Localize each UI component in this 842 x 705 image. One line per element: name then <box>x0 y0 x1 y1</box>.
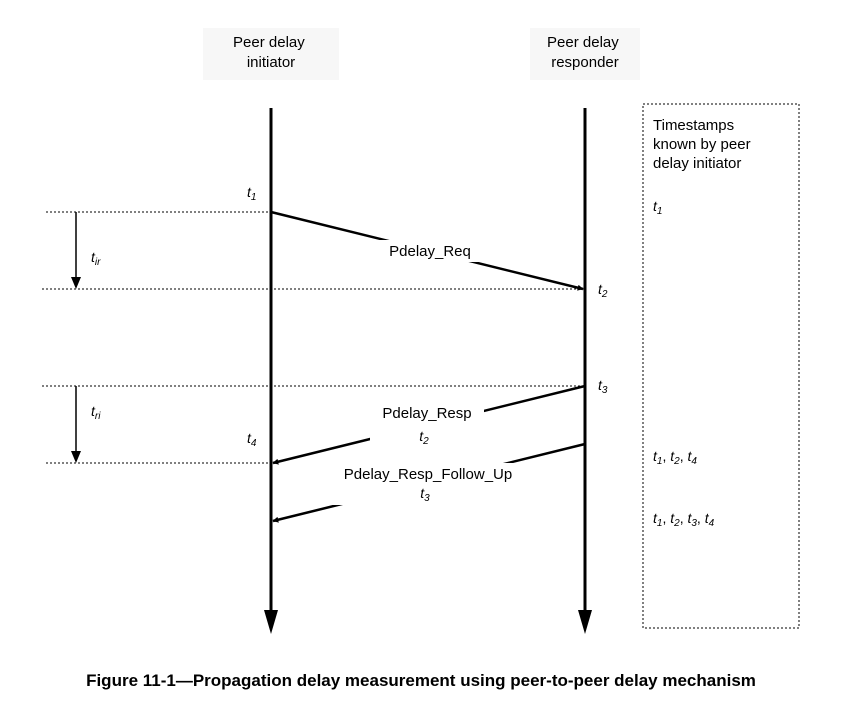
box-title-line-1: Timestamps <box>653 117 734 134</box>
follow-up-timestamp: t3 <box>420 485 430 504</box>
pdelay-resp-label-bg <box>370 401 484 449</box>
responder-title-line-1: Peer delay <box>547 34 619 51</box>
box-known-t1-t2-t4: t1, t2, t4 <box>653 448 697 467</box>
box-title-line-3: delay initiator <box>653 155 741 172</box>
tri-label: tri <box>91 403 101 422</box>
responder-header-bg <box>530 28 640 80</box>
pdelay-resp-timestamp: t2 <box>419 428 429 447</box>
figure-caption: Figure 11-1—Propagation delay measuremen… <box>86 671 756 690</box>
pdelay-resp-label: Pdelay_Resp <box>382 405 471 422</box>
responder-title: Peer delay responder <box>547 34 623 71</box>
initiator-title: Peer delay initiator <box>233 34 309 71</box>
timestamps-box-title: Timestamps known by peer delay initiator <box>653 117 755 172</box>
initiator-title-line-2: initiator <box>247 54 295 71</box>
responder-title-line-2: responder <box>551 54 619 71</box>
box-title-line-2: known by peer <box>653 136 751 153</box>
box-known-t1-t2-t3-t4: t1, t2, t3, t4 <box>653 510 715 529</box>
tir-interval-arrowhead <box>71 277 81 289</box>
responder-lifeline-arrowhead <box>578 610 592 634</box>
initiator-lifeline-arrowhead <box>264 610 278 634</box>
t2-label: t2 <box>598 281 608 300</box>
tri-interval-arrowhead <box>71 451 81 463</box>
tir-label: tir <box>91 249 101 268</box>
pdelay-req-label: Pdelay_Req <box>389 243 471 260</box>
t1-label: t1 <box>247 184 256 203</box>
t3-label: t3 <box>598 377 608 396</box>
t4-label: t4 <box>247 430 257 449</box>
initiator-title-line-1: Peer delay <box>233 34 305 51</box>
follow-up-label-bg <box>326 463 530 505</box>
box-known-t1: t1 <box>653 198 662 217</box>
initiator-header-bg <box>203 28 339 80</box>
follow-up-label: Pdelay_Resp_Follow_Up <box>344 466 512 483</box>
timestamps-box <box>642 103 800 629</box>
pdelay-req-label-bg <box>378 240 482 262</box>
